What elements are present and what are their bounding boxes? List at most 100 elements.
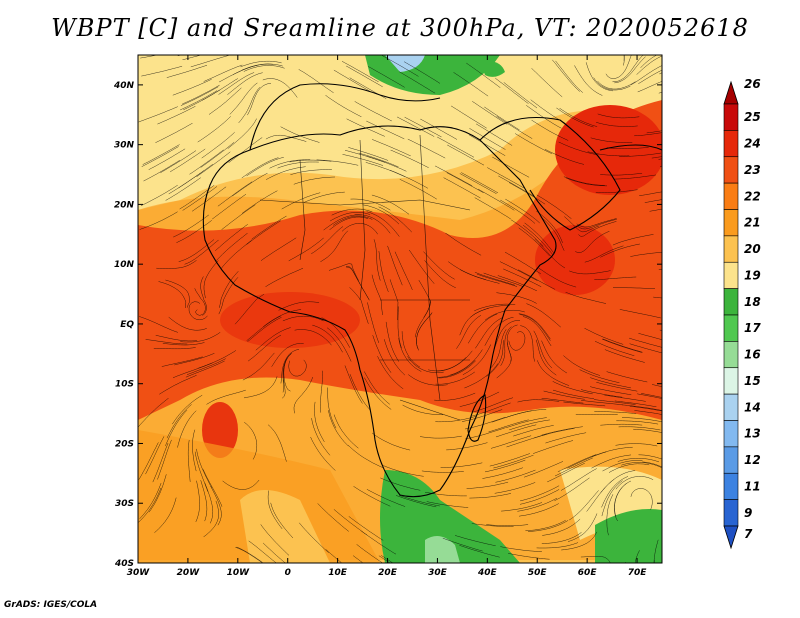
streamline: [517, 269, 556, 290]
streamline: [602, 338, 643, 353]
streamline: [590, 386, 632, 396]
streamline: [350, 198, 391, 211]
colorbar-bottom-arrow: [723, 525, 739, 550]
streamline: [424, 491, 467, 497]
streamline: [518, 227, 550, 257]
streamline: [649, 208, 662, 212]
streamline: [270, 502, 294, 539]
streamline: [491, 410, 533, 423]
streamline: [508, 553, 550, 560]
streamline: [246, 315, 281, 341]
streamline: [232, 172, 268, 197]
streamline: [542, 518, 581, 536]
streamline: [262, 542, 286, 563]
lon-tick-label: 20E: [378, 568, 398, 578]
streamline: [180, 332, 221, 343]
streamline: [630, 251, 662, 257]
streamline: [184, 239, 219, 265]
streamline: [278, 301, 320, 311]
streamline: [552, 389, 595, 400]
streamline: [352, 555, 364, 563]
streamline: [493, 454, 534, 469]
streamline: [407, 138, 446, 159]
streamline: [474, 197, 511, 220]
streamline: [157, 106, 196, 125]
streamline: [354, 101, 392, 122]
streamline: [377, 356, 404, 389]
streamline: [344, 365, 363, 404]
streamline: [437, 136, 475, 158]
colorbar-label: 25: [744, 110, 761, 124]
streamline: [538, 268, 577, 288]
streamline: [203, 260, 219, 299]
streamline: [547, 462, 585, 483]
streamline: [419, 435, 462, 439]
streamline: [484, 316, 514, 346]
streamline: [331, 208, 373, 216]
streamline: [644, 199, 662, 203]
streamline: [289, 159, 332, 163]
streamline: [482, 467, 523, 479]
streamline: [443, 177, 481, 199]
streamline: [555, 60, 583, 93]
streamline: [541, 532, 582, 544]
streamline: [490, 435, 532, 449]
streamline: [177, 410, 197, 448]
streamline: [145, 436, 165, 475]
streamline: [371, 274, 383, 316]
streamline: [587, 151, 630, 157]
streamline: [371, 432, 411, 451]
streamline: [312, 324, 343, 353]
lat-tick-label: EQ: [120, 320, 134, 330]
streamline: [390, 149, 429, 168]
streamline: [200, 142, 235, 168]
country-borders: [259, 134, 471, 421]
streamline: [658, 269, 662, 270]
streamline: [567, 451, 607, 469]
streamline: [356, 544, 384, 563]
streamline: [464, 416, 506, 430]
lat-tick-label: 40N: [113, 81, 135, 91]
colorbar-swatch: [723, 209, 739, 237]
streamline: [470, 402, 511, 417]
map-title: WBPT [C] and Sreamline at 300hPa, VT: 20…: [51, 14, 749, 42]
streamline: [567, 513, 598, 542]
streamline: [329, 212, 371, 222]
colorbar-swatch: [723, 420, 739, 448]
streamline: [492, 156, 530, 178]
streamline: [475, 123, 513, 146]
streamline: [472, 101, 508, 125]
streamline: [606, 371, 648, 383]
streamline: [564, 216, 600, 233]
streamline: [576, 218, 617, 230]
streamline: [597, 113, 640, 119]
streamline: [462, 344, 492, 375]
streamline: [527, 520, 569, 532]
streamline: [267, 424, 287, 462]
streamline: [584, 328, 624, 345]
streamline: [552, 59, 580, 92]
streamline: [637, 393, 662, 399]
streamline: [180, 86, 219, 106]
streamline: [531, 68, 563, 98]
streamline: [281, 192, 321, 210]
streamline: [574, 65, 603, 96]
streamline: [139, 211, 178, 230]
streamline: [464, 363, 498, 389]
streamline: [293, 176, 336, 185]
streamline: [402, 404, 443, 415]
streamline: [501, 502, 543, 512]
streamline: [630, 65, 662, 86]
streamline: [513, 425, 554, 437]
streamline: [277, 161, 319, 169]
streamline: [604, 349, 645, 363]
streamline: [241, 190, 278, 214]
streamline: [537, 360, 570, 386]
streamline: [346, 118, 385, 137]
streamline: [579, 369, 620, 384]
colorbar-label: 26: [744, 77, 761, 91]
streamline: [484, 106, 520, 131]
streamline: [140, 55, 159, 59]
streamline: [602, 338, 642, 353]
streamline: [206, 389, 246, 405]
